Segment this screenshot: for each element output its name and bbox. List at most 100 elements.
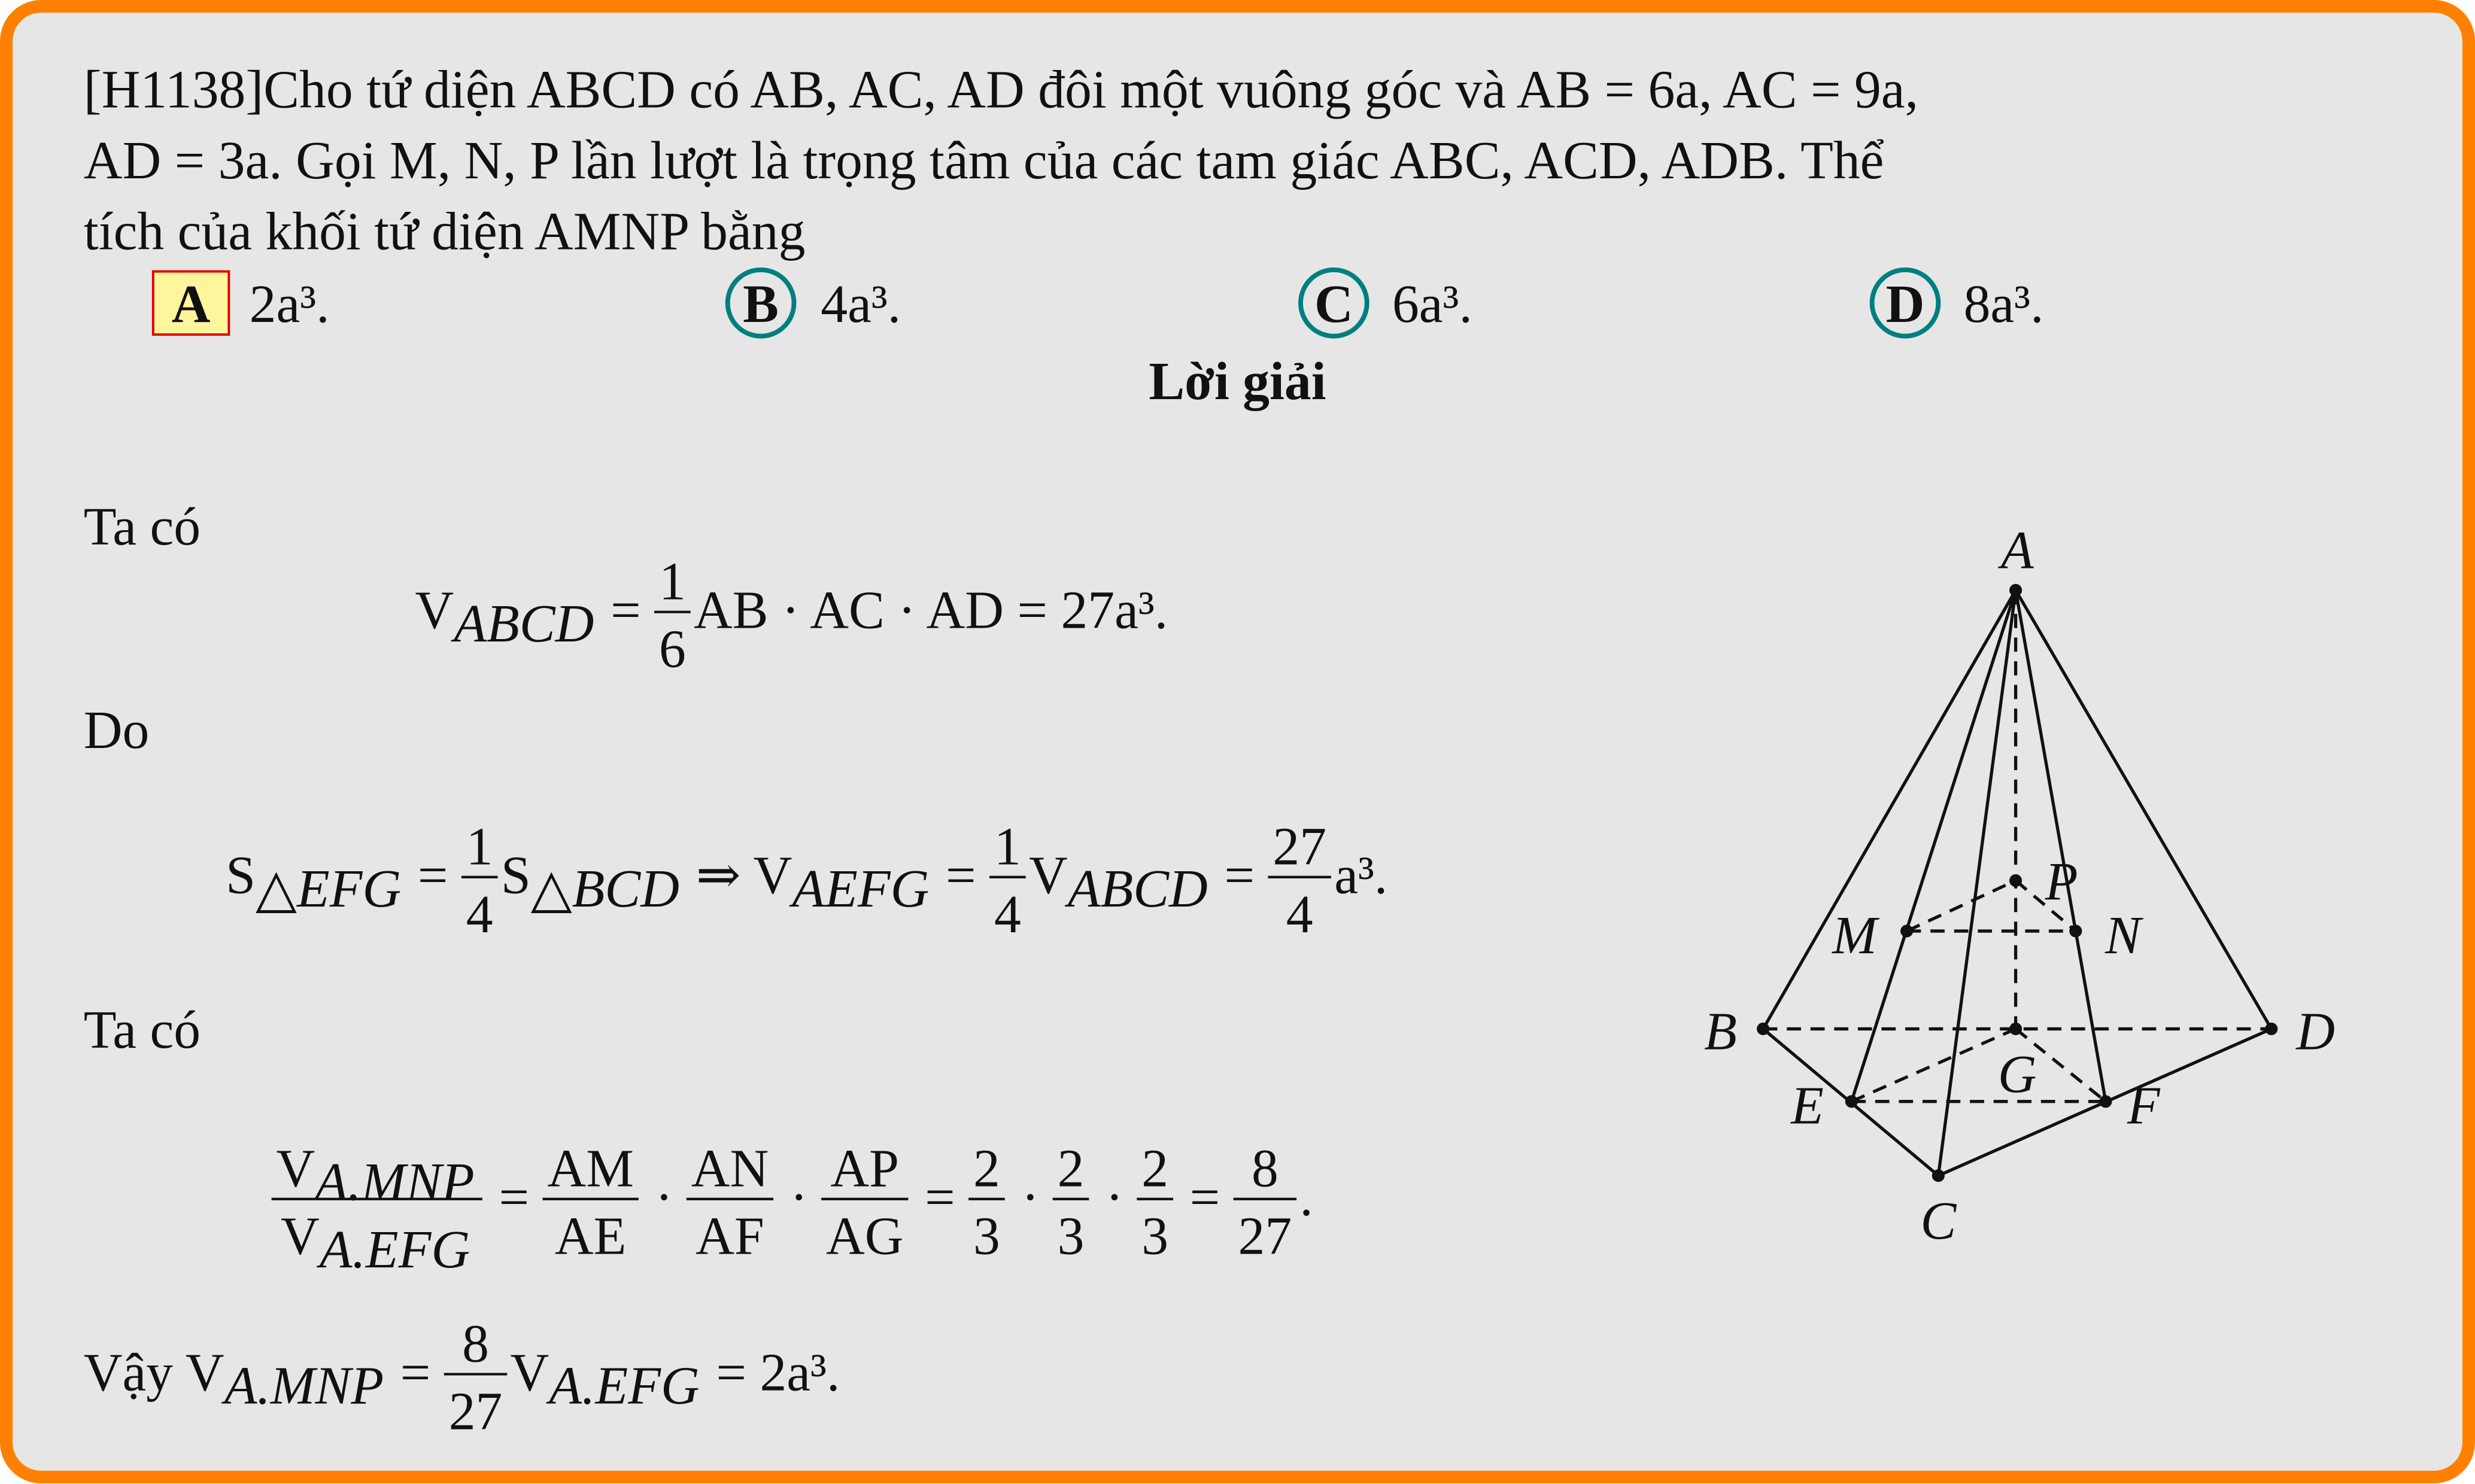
math-text: 27 [1273,817,1326,877]
math-subscript: A.MNP [221,1357,384,1416]
denominator: AG [826,1207,903,1266]
math-text: S [501,846,531,905]
math-text: 4 [466,885,493,944]
math-text: = [933,846,989,905]
point-label: E [1790,1076,1824,1136]
math-text: V [511,1343,549,1402]
hidden-edge [2014,879,2077,932]
point [1845,1095,1858,1108]
numerator: AP [830,1139,899,1199]
point-label: C [1920,1191,1957,1251]
question-id: [H1138] [84,60,263,119]
point-label: F [2127,1076,2161,1136]
denominator: 6 [659,620,686,679]
denominator: AE [555,1207,627,1266]
formula: S △EFG = 14S △BCD ⇒ V AEFG = 14V ABCD = 274a… [226,817,1387,944]
point [2009,583,2022,597]
point [1900,925,1914,938]
denominator: 3 [1141,1207,1168,1266]
math-text: 4 [1286,885,1313,944]
denominator: AF [696,1207,764,1266]
option-text: 2a³. [250,275,330,334]
math-subscript: △BCD [531,859,679,919]
formula: V ABCD = 1 6AB · AC · AD = 27a³. [415,552,1168,679]
figure [1762,589,2273,1178]
math-text: 1 [994,817,1021,877]
math-text: 3 [1058,1207,1085,1266]
answer-box [151,270,230,336]
option-circle [725,267,797,339]
point-label: P [2045,852,2078,911]
numerator: 8 [1252,1139,1279,1199]
math-subscript: A.EFG [317,1220,470,1279]
math-text: a³. [1334,846,1387,905]
math-text: · [642,1168,687,1227]
math-text: ⇒ V [682,846,792,905]
option-text: 8a³. [1964,275,2044,334]
math-text: · [776,1168,821,1227]
option-label: D [1886,275,1925,334]
math-text: S [226,846,256,905]
math-text: 1 [466,817,493,877]
option-circle [1869,267,1941,339]
denominator: 4 [994,885,1021,944]
edge [2014,589,2273,1030]
numerator: 2 [1141,1139,1168,1199]
edge [1850,589,2018,1102]
point-label: G [1998,1045,2037,1104]
numerator: 1 [466,817,493,877]
numerator: 8 [462,1314,489,1373]
math-text: V [276,1139,315,1199]
numerator: 2 [1058,1139,1085,1199]
math-text: 8 [462,1314,489,1373]
math-text: 2 [973,1139,1000,1199]
point [2069,925,2082,938]
math-text: Vậy V [84,1343,224,1402]
question-text: tích của khối tứ diện AMNP bằng [84,202,806,261]
option-label: B [743,275,779,334]
math-text: = [485,1168,542,1227]
option-label: A [172,275,211,334]
math-text: 6 [659,620,686,679]
formula: Vậy V A.MNP = 8 27V A.EFG = 2a³. [84,1314,840,1441]
point [1757,1022,1770,1035]
math-text: · [1008,1168,1053,1227]
numerator: 2 [973,1139,1000,1199]
math-text: 27 [449,1382,503,1441]
math-subscript: ABCD [1065,859,1208,919]
math-text: = 2a³. [703,1343,840,1402]
numerator: AN [691,1139,769,1199]
math-subscript: △EFG [256,859,401,919]
option-circle [1298,267,1369,339]
math-text: 4 [994,885,1021,944]
math-text: 3 [973,1207,1000,1266]
math-text: 27 [1238,1207,1292,1266]
denominator: 3 [973,1207,1000,1266]
math-text: 8 [1252,1139,1279,1199]
point [2265,1022,2278,1035]
point [2009,1022,2022,1035]
math-subscript: A.EFG [546,1357,699,1416]
math-text: = [404,846,461,905]
denominator: 27 [1238,1207,1292,1266]
hidden-edge [1906,879,2017,933]
question-text: AD = 3a. Gọi M, N, P lần lượt là trọng t… [84,131,1884,190]
math-text: AM [547,1139,633,1199]
math-text: V [1029,846,1068,905]
point-label: A [1998,521,2034,580]
math-text: AF [696,1207,764,1266]
point-label: N [2104,906,2143,965]
math-text: · [1092,1168,1137,1227]
math-text: AB · AC · AD = 27a³. [694,581,1168,640]
numerator: 1 [994,817,1021,877]
math-text: AG [826,1207,903,1266]
solution-text: Ta có [84,1001,201,1060]
math-text: . [1299,1168,1313,1227]
solution-title: Lời giải [1149,352,1326,411]
option-text: 4a³. [821,275,901,334]
math-text: = [597,581,654,640]
